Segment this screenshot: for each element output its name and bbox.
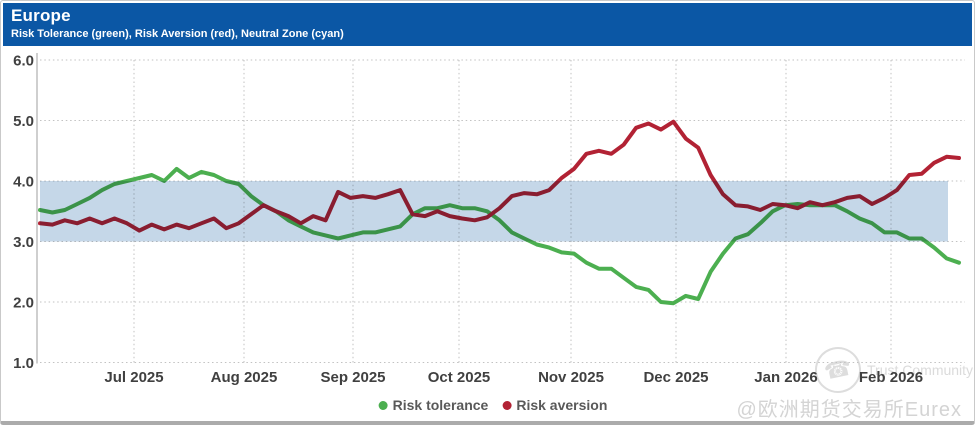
y-tick-label: 4.0	[13, 174, 34, 191]
x-tick-label: Dec 2025	[643, 369, 708, 386]
x-tick-label: Oct 2025	[428, 369, 491, 386]
chart-header: Europe Risk Tolerance (green), Risk Aver…	[3, 3, 972, 46]
x-tick-label: Jul 2025	[104, 369, 163, 386]
page-title: Europe	[11, 6, 71, 25]
y-tick-label: 5.0	[13, 113, 34, 130]
y-tick-label: 3.0	[13, 234, 34, 251]
chart-subtitle: Risk Tolerance (green), Risk Aversion (r…	[11, 28, 344, 40]
red-dot-icon	[502, 400, 512, 410]
green-dot-icon	[378, 400, 388, 410]
y-tick-label: 6.0	[13, 53, 34, 70]
x-tick-label: Jan 2026	[754, 369, 817, 386]
y-tick-label: 1.0	[13, 355, 34, 372]
watermark-account: @欧洲期货交易所Eurex	[736, 399, 962, 421]
chart-legend: Risk tolerance Risk aversion	[378, 397, 607, 413]
watermark-logo: ☎ Trust Community	[810, 342, 974, 398]
watermark-community-name: Trust Community	[867, 362, 974, 378]
x-tick-label: Sep 2025	[320, 369, 385, 386]
legend-risk-tolerance-label: Risk tolerance	[392, 397, 489, 413]
x-tick-label: Nov 2025	[538, 369, 604, 386]
y-tick-label: 2.0	[13, 295, 34, 312]
x-tick-label: Aug 2025	[211, 369, 278, 386]
legend-risk-aversion-label: Risk aversion	[516, 397, 608, 413]
x-tick-label: Feb 2026	[859, 369, 923, 386]
legend-risk-tolerance: Risk tolerance	[378, 397, 489, 413]
neutral-zone-band	[40, 181, 948, 242]
legend-risk-aversion: Risk aversion	[502, 397, 607, 413]
